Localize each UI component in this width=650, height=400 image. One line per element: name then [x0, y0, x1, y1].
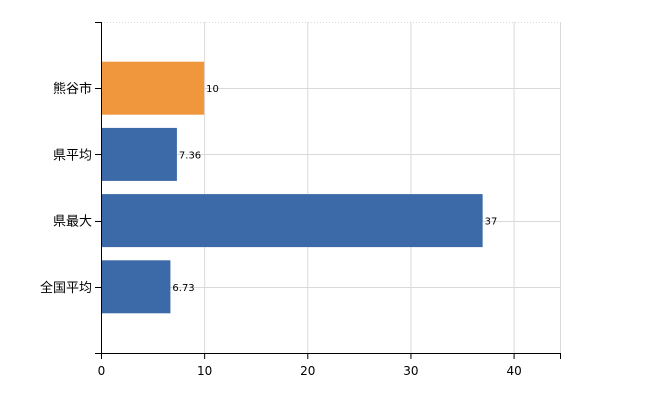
bar-2	[101, 194, 483, 248]
data-label-1: 7.36	[179, 150, 201, 161]
category-label-3: 全国平均	[40, 280, 92, 296]
x-tick-label-30: 30	[403, 364, 418, 378]
data-label-0: 10	[206, 84, 219, 95]
data-label-3: 6.73	[172, 283, 194, 294]
axes	[95, 22, 561, 359]
bar-1	[101, 127, 177, 181]
x-tick-label-10: 10	[197, 364, 212, 378]
x-tick-label-40: 40	[506, 364, 521, 378]
category-label-2: 県最大	[53, 215, 92, 230]
bars	[101, 61, 483, 314]
data-label-2: 37	[485, 217, 498, 228]
x-tick-label-0: 0	[98, 364, 106, 378]
x-tick-label-20: 20	[300, 364, 315, 378]
category-label-1: 県平均	[53, 148, 92, 163]
category-label-0: 熊谷市	[53, 81, 92, 97]
bar-0	[101, 61, 205, 115]
bar-3	[101, 260, 171, 314]
